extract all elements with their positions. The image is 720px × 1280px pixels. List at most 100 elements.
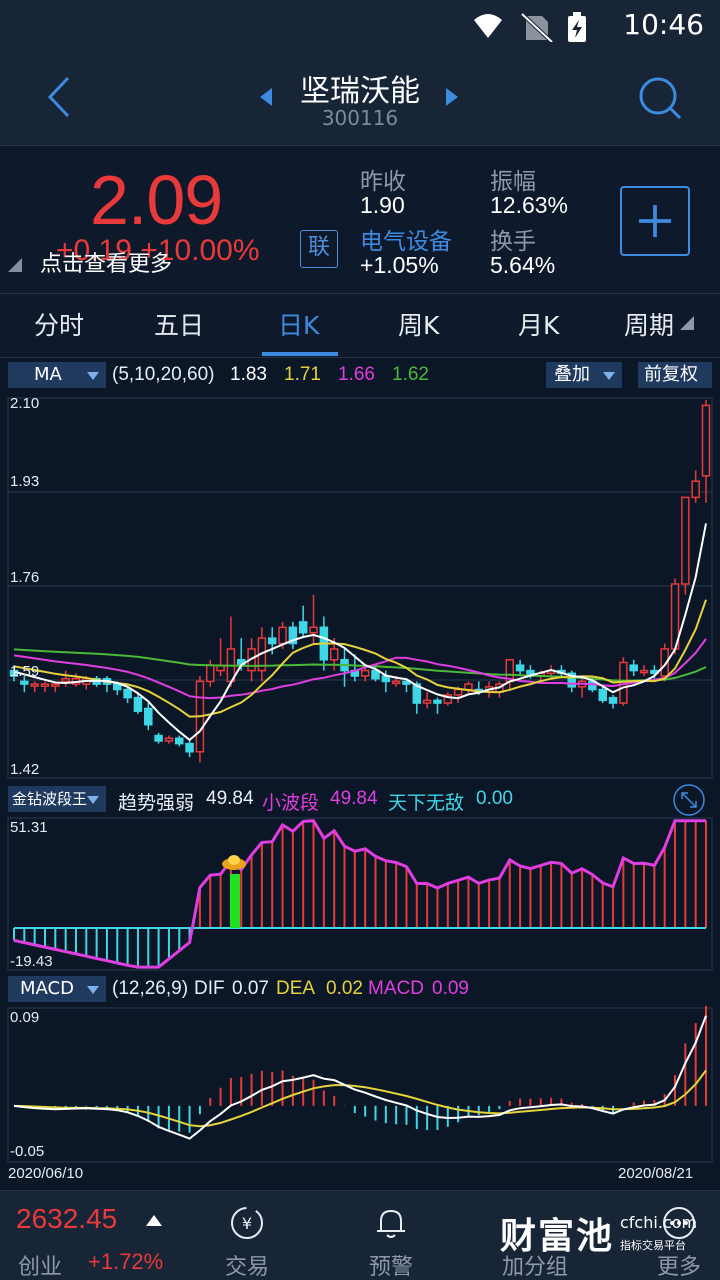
macd-indicator-bar: MACD (12,26,9) DIF 0.07 DEA 0.02 MACD 0.… <box>0 972 720 1006</box>
macd-params: (12,26,9) <box>112 978 189 999</box>
candle <box>433 699 442 704</box>
index-value[interactable]: 2632.45 <box>16 1203 118 1234</box>
tab-period[interactable]: 周期 <box>624 311 675 340</box>
tab-monthly-k[interactable]: 月K <box>518 311 560 340</box>
amplitude-value: 12.63% <box>490 192 569 218</box>
wave-axis-min: -19.43 <box>10 953 53 970</box>
kline-axis-t2: 1.76 <box>10 569 39 586</box>
prev-close-value: 1.90 <box>360 192 405 218</box>
no-sim-icon <box>520 12 554 42</box>
nav-trade[interactable]: ¥ 交易 <box>202 1199 292 1280</box>
kline-axis-t3: 1.59 <box>10 663 39 680</box>
tap-more-link[interactable]: 点击查看更多 <box>40 252 173 277</box>
dif-value: 0.07 <box>232 978 269 999</box>
stock-name: 坚瑞沃能 <box>300 74 420 109</box>
candle <box>288 626 298 645</box>
candle <box>20 680 29 685</box>
candle <box>51 683 60 687</box>
macd-chart[interactable]: 0.09 -0.05 2020/06/10 2020/08/21 <box>0 1006 720 1184</box>
candle <box>464 683 473 691</box>
kline-axis-t1: 1.93 <box>10 473 39 490</box>
nav-more[interactable]: 更多 <box>634 1199 720 1280</box>
status-bar: 10:46 <box>0 0 720 52</box>
ma60-value: 1.62 <box>392 364 429 385</box>
expand-corner-icon[interactable] <box>8 258 22 272</box>
period-tabs: 分时 五日 日K 周K 月K 周期 <box>0 294 720 358</box>
index-name: 创业 <box>18 1255 63 1280</box>
tab-daily-k[interactable]: 日K <box>278 311 320 340</box>
date-start: 2020/06/10 <box>8 1165 83 1182</box>
candle <box>30 683 39 687</box>
wave-chart[interactable]: 51.31 -19.43 <box>0 816 720 972</box>
more-icon <box>663 1207 695 1239</box>
adjust-button[interactable]: 前复权 <box>638 362 712 388</box>
watermark-brand: 财富池 <box>500 1216 615 1257</box>
candle <box>144 707 153 726</box>
add-watchlist-button[interactable] <box>620 186 690 256</box>
ma-params: (5,10,20,60) <box>112 364 215 385</box>
small-wave-label: 小波段 <box>262 793 320 814</box>
next-stock-arrow-icon[interactable] <box>444 86 460 108</box>
ma-indicator-bar: MA (5,10,20,60) 1.83 1.71 1.66 1.62 叠加 前… <box>0 358 720 392</box>
sector-link[interactable]: 电气设备 <box>360 229 452 255</box>
dea-label: DEA <box>276 978 316 999</box>
candle <box>113 683 122 691</box>
trade-icon: ¥ <box>231 1207 263 1239</box>
sector-change: +1.05% <box>360 252 439 278</box>
ma10-line <box>13 599 707 718</box>
candle <box>567 672 576 688</box>
wave-selector[interactable]: 金钻波段王 <box>8 786 106 812</box>
candle <box>691 480 700 499</box>
back-chevron-icon[interactable] <box>36 72 86 122</box>
ma-selector[interactable]: MA <box>8 362 106 388</box>
candle <box>629 664 638 672</box>
linked-button[interactable]: 联 <box>300 230 338 268</box>
kline-axis-max: 2.10 <box>10 395 39 412</box>
nav-alert[interactable]: 预警 <box>346 1199 436 1280</box>
stock-code: 300116 <box>321 106 399 130</box>
candle <box>40 683 50 687</box>
gold-ingot-icon <box>222 855 246 870</box>
macd-selector[interactable]: MACD <box>8 976 106 1002</box>
candle <box>402 680 411 685</box>
candle <box>154 734 163 742</box>
prev-stock-arrow-icon[interactable] <box>258 86 274 108</box>
status-icons <box>474 12 586 42</box>
invincible-label: 天下无敌 <box>388 793 465 814</box>
kline-chart[interactable]: 2.10 1.93 1.76 1.59 1.42 <box>0 392 720 780</box>
macd-axis-min: -0.05 <box>10 1143 44 1160</box>
tab-five-day[interactable]: 五日 <box>154 311 205 340</box>
wave-frame <box>7 817 713 971</box>
wave-indicator-bar: 金钻波段王 趋势强弱 49.84 小波段 49.84 天下无敌 0.00 <box>0 782 720 816</box>
watermark-site: cfchi.com <box>620 1213 698 1232</box>
candle <box>639 669 649 674</box>
ma60-line <box>13 648 707 682</box>
ma20-line <box>13 638 707 700</box>
candle <box>598 688 607 702</box>
expand-icon[interactable] <box>672 783 706 817</box>
macd-value: 0.09 <box>432 978 469 999</box>
candle <box>515 664 525 672</box>
candle <box>443 694 453 704</box>
tab-weekly-k[interactable]: 周K <box>398 311 440 340</box>
candle <box>175 737 184 745</box>
kline-frame <box>7 397 713 779</box>
candle <box>61 677 70 683</box>
overlay-selector[interactable]: 叠加 <box>546 362 622 388</box>
candle <box>412 683 422 704</box>
wave-line <box>13 819 706 969</box>
macd-axis-max: 0.09 <box>10 1009 39 1026</box>
candle <box>205 664 215 683</box>
candle <box>371 669 380 680</box>
trend-label: 趋势强弱 <box>118 793 195 814</box>
active-tab-indicator <box>262 352 338 356</box>
candle <box>608 696 618 704</box>
search-icon[interactable] <box>636 74 684 122</box>
small-wave-value: 49.84 <box>330 788 378 809</box>
candle <box>267 637 277 645</box>
nav-add-group[interactable]: 加分组 <box>501 1255 568 1280</box>
candle <box>164 737 174 742</box>
svg-text:¥: ¥ <box>242 1214 252 1233</box>
tab-intraday[interactable]: 分时 <box>34 311 85 340</box>
candle <box>123 688 132 699</box>
